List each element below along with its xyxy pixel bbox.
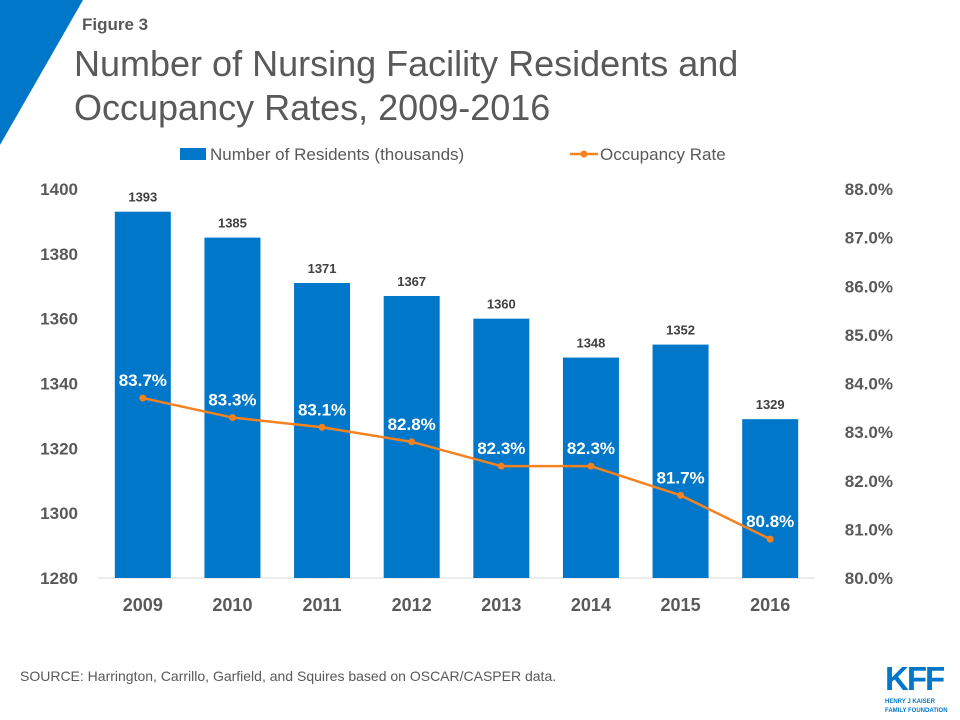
occupancy-point: [139, 394, 147, 402]
right-tick-label: 86.0%: [845, 277, 893, 296]
bar-value-label: 1393: [128, 190, 157, 205]
bar-value-label: 1360: [487, 297, 516, 312]
bar: [473, 318, 530, 578]
bar-value-label: 1367: [397, 274, 426, 289]
occupancy-point: [497, 462, 505, 470]
occupancy-point: [677, 491, 685, 499]
x-tick-label: 2012: [392, 595, 432, 615]
left-tick-label: 1400: [40, 180, 78, 199]
left-tick-label: 1320: [40, 439, 78, 458]
occupancy-label: 83.1%: [298, 400, 346, 419]
legend-line-label: Occupancy Rate: [600, 145, 726, 164]
right-tick-label: 87.0%: [845, 229, 893, 248]
figure-label: Figure 3: [82, 15, 149, 34]
x-tick-label: 2009: [123, 595, 163, 615]
occupancy-label: 83.3%: [208, 391, 256, 410]
legend-bar-swatch: [180, 148, 206, 160]
source-note: SOURCE: Harrington, Carrillo, Garfield, …: [20, 668, 557, 684]
bar: [652, 344, 709, 578]
left-tick-label: 1300: [40, 504, 78, 523]
x-tick-label: 2010: [212, 595, 252, 615]
kff-logo: KFF HENRY J KAISER FAMILY FOUNDATION: [885, 660, 948, 716]
bar-value-label: 1352: [666, 323, 695, 338]
bar: [742, 419, 799, 578]
right-tick-label: 81.0%: [845, 520, 893, 539]
bar-value-label: 1371: [308, 261, 337, 276]
occupancy-point: [318, 423, 326, 431]
kff-logo-subtitle-2: FAMILY FOUNDATION: [885, 708, 948, 714]
bar-value-label: 1385: [218, 216, 247, 231]
bar: [204, 237, 261, 578]
right-tick-label: 82.0%: [845, 472, 893, 491]
left-tick-label: 1340: [40, 375, 78, 394]
right-tick-label: 88.0%: [845, 180, 893, 199]
x-tick-label: 2013: [481, 595, 521, 615]
occupancy-label: 82.8%: [388, 415, 436, 434]
occupancy-label: 80.8%: [746, 512, 794, 531]
occupancy-point: [408, 438, 416, 446]
bar-value-label: 1348: [576, 336, 605, 351]
occupancy-label: 81.7%: [656, 468, 704, 487]
corner-triangle-decoration: [0, 0, 83, 145]
occupancy-line: [142, 396, 771, 541]
chart: Number of Residents (thousands) Occupancy…: [40, 145, 893, 615]
x-tick-label: 2015: [661, 595, 701, 615]
right-tick-label: 83.0%: [845, 423, 893, 442]
kff-logo-text: KFF: [885, 660, 945, 697]
bar-value-label: 1329: [756, 397, 785, 412]
occupancy-point: [228, 414, 236, 422]
chart-title: Number of Nursing Facility Residents and…: [74, 43, 739, 128]
legend-bar-label: Number of Residents (thousands): [210, 145, 464, 164]
left-tick-label: 1360: [40, 310, 78, 329]
right-tick-label: 85.0%: [845, 326, 893, 345]
occupancy-label: 83.7%: [119, 371, 167, 390]
kff-logo-subtitle-1: HENRY J KAISER: [885, 699, 936, 705]
x-tick-label: 2014: [571, 595, 611, 615]
x-tick-label: 2011: [303, 595, 342, 615]
bar: [383, 295, 440, 578]
right-tick-label: 80.0%: [845, 569, 893, 588]
x-tick-label: 2016: [750, 595, 790, 615]
occupancy-point: [766, 535, 774, 543]
occupancy-label: 82.3%: [477, 439, 525, 458]
left-tick-label: 1380: [40, 245, 78, 264]
right-tick-label: 84.0%: [845, 375, 893, 394]
occupancy-point: [587, 462, 595, 470]
left-tick-label: 1280: [40, 569, 78, 588]
occupancy-label: 82.3%: [567, 439, 615, 458]
legend-line-marker: [580, 150, 588, 158]
